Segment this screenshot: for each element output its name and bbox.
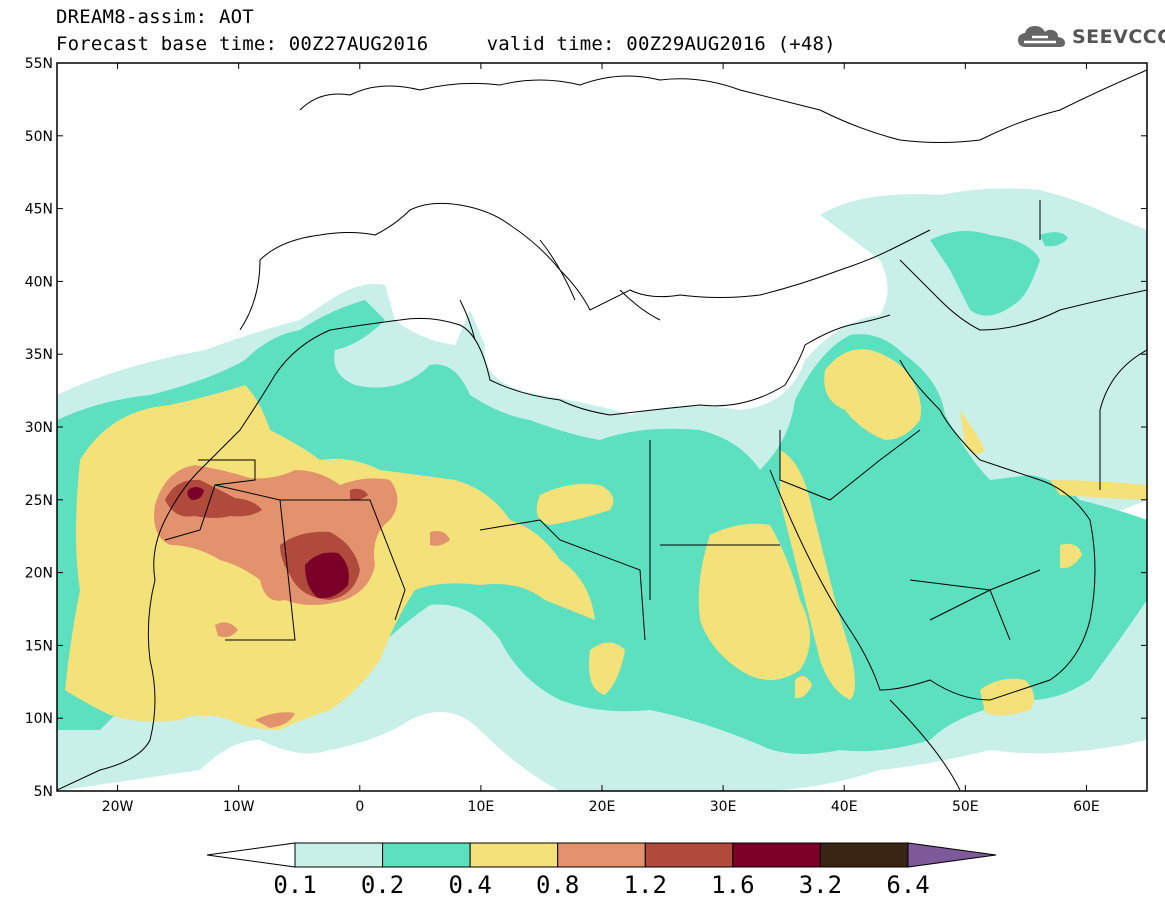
colorbar-segment [557, 842, 646, 868]
lon-tick-label: 10E [468, 799, 495, 815]
lon-tick-label: 20W [102, 799, 134, 815]
colorbar-label: 3.2 [799, 871, 842, 899]
map-title: DREAM8-assim: AOT [56, 6, 254, 28]
horn-africa-coast [889, 699, 961, 791]
arabia-coast [769, 359, 1096, 701]
lat-tick-label: 20N [25, 566, 53, 582]
colorbar-label: 0.2 [361, 871, 404, 899]
colorbar-over-triangle [907, 842, 997, 868]
lon-tick-label: 10W [223, 799, 255, 815]
logo-text: SEEVCCC [1072, 26, 1165, 48]
colorbar-segment [469, 842, 559, 868]
italy-balkans [459, 239, 661, 341]
lat-tick-label: 10N [25, 711, 53, 727]
lon-tick-label: 0 [355, 799, 364, 815]
colorbar-label: 0.8 [536, 871, 579, 899]
colorbar: 0.1 0.2 0.4 0.8 1.2 1.6 3.2 6.4 [206, 842, 997, 899]
lat-tick-label: 35N [25, 347, 53, 363]
coastlines [57, 69, 1147, 791]
lon-tick-label: 60E [1073, 799, 1100, 815]
colorbar-segment [644, 842, 734, 868]
lon-tick-label: 30E [710, 799, 737, 815]
colorbar-segment [382, 842, 471, 868]
lat-tick-label: 5N [34, 784, 53, 800]
colorbar-segment [294, 842, 384, 868]
colorbar-label: 1.2 [624, 871, 667, 899]
north-africa-coast [57, 314, 891, 791]
lon-tick-label: 20E [589, 799, 616, 815]
lon-tick-label: 40E [831, 799, 858, 815]
longitude-axis: 20W 10W 0 10E 20E 30E 40E 50E 60E [102, 63, 1100, 815]
country-borders [164, 429, 1041, 641]
latitude-axis: 5N 10N 15N 20N 25N 30N 35N 40N 45N 50N 55N [25, 56, 1147, 800]
lat-tick-label: 15N [25, 638, 53, 654]
seevccc-logo: SEEVCCC [1016, 23, 1165, 51]
asia-borders [899, 200, 1147, 490]
colorbar-label: 0.4 [448, 871, 491, 899]
lat-tick-label: 40N [25, 274, 53, 290]
colorbar-segment [819, 842, 909, 868]
cloud-icon [1018, 26, 1065, 47]
lat-tick-label: 55N [25, 56, 53, 72]
forecast-time-line: Forecast base time: 00Z27AUG2016 valid t… [56, 33, 836, 55]
lat-tick-label: 25N [25, 493, 53, 509]
colorbar-label: 6.4 [886, 871, 929, 899]
lat-tick-label: 45N [25, 202, 53, 218]
aot-level-1.6 [187, 487, 349, 599]
northern-border [299, 69, 1147, 143]
lon-tick-label: 50E [952, 799, 979, 815]
colorbar-label: 1.6 [711, 871, 754, 899]
colorbar-under-triangle [206, 842, 296, 868]
colorbar-label: 0.1 [273, 871, 316, 899]
lat-tick-label: 30N [25, 420, 53, 436]
lat-tick-label: 50N [25, 129, 53, 145]
colorbar-segment [732, 842, 821, 868]
